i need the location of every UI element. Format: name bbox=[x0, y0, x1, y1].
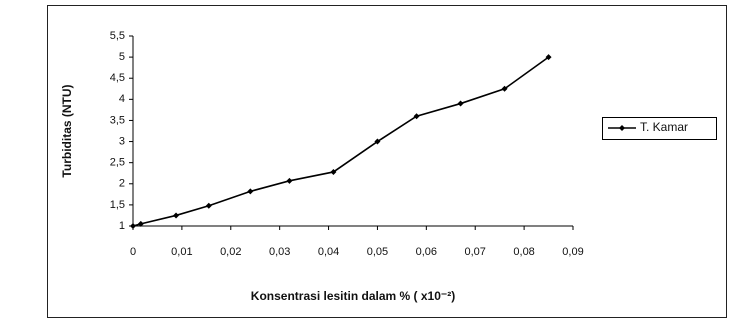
point bbox=[545, 54, 552, 61]
point bbox=[130, 223, 136, 229]
x-tick-label: 0,08 bbox=[513, 246, 534, 258]
legend-label: T. Kamar bbox=[640, 120, 688, 134]
x-axis-label: Konsentrasi lesitin dalam % ( x10⁻²) bbox=[251, 289, 455, 303]
x-tick-label: 0 bbox=[130, 246, 136, 258]
x-tick-label: 0,07 bbox=[465, 246, 486, 258]
y-tick-label: 3 bbox=[119, 135, 125, 147]
legend-box bbox=[602, 117, 717, 140]
y-tick-label: 2 bbox=[119, 178, 125, 190]
chart-frame bbox=[47, 5, 727, 318]
y-tick-label: 3,5 bbox=[110, 114, 125, 126]
point bbox=[374, 138, 381, 145]
point bbox=[501, 85, 508, 92]
y-tick-label: 4 bbox=[119, 93, 125, 105]
point bbox=[247, 188, 254, 195]
point bbox=[205, 202, 212, 209]
y-tick-label: 1 bbox=[119, 220, 125, 232]
point bbox=[330, 168, 337, 175]
y-axis-label: Turbiditas (NTU) bbox=[60, 84, 74, 177]
y-tick-label: 5 bbox=[119, 51, 125, 63]
point bbox=[457, 100, 464, 107]
x-tick-label: 0,06 bbox=[416, 246, 437, 258]
y-tick-label: 4,5 bbox=[110, 72, 125, 84]
y-tick-label: 1,5 bbox=[110, 199, 125, 211]
point bbox=[173, 212, 180, 219]
point bbox=[137, 220, 144, 227]
x-tick-label: 0,01 bbox=[171, 246, 192, 258]
y-tick-label: 2,5 bbox=[110, 157, 125, 169]
x-tick-label: 0,05 bbox=[367, 246, 388, 258]
x-tick-label: 0,09 bbox=[562, 246, 583, 258]
x-tick-label: 0,04 bbox=[318, 246, 339, 258]
legend-marker bbox=[619, 125, 625, 131]
x-tick-label: 0,02 bbox=[220, 246, 241, 258]
x-tick-label: 0,03 bbox=[269, 246, 290, 258]
point bbox=[413, 113, 420, 120]
point bbox=[286, 177, 293, 184]
y-tick-label: 5,5 bbox=[110, 30, 125, 42]
series-line bbox=[132, 56, 550, 227]
